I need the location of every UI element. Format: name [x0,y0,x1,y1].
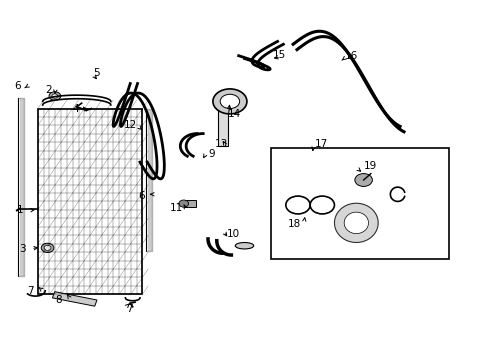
Circle shape [220,94,239,109]
Bar [271,148,448,258]
Text: 14: 14 [228,109,241,119]
Ellipse shape [235,243,253,249]
Text: 10: 10 [227,229,240,239]
Circle shape [354,174,372,186]
Text: 4: 4 [72,104,79,114]
Polygon shape [344,212,368,234]
Text: 6: 6 [14,81,20,91]
Text: 11: 11 [169,203,183,213]
Circle shape [49,92,61,100]
Text: 8: 8 [55,295,62,305]
Polygon shape [334,203,377,243]
Circle shape [44,246,51,250]
Bar [146,109,151,251]
Text: 13: 13 [215,139,228,149]
Text: 19: 19 [363,161,376,171]
Circle shape [212,89,246,114]
Bar [146,109,152,251]
Bar [52,292,97,306]
Text: 6: 6 [138,191,144,201]
Bar [19,98,24,276]
Circle shape [41,243,54,252]
Text: 15: 15 [272,50,285,60]
Circle shape [179,200,188,207]
Bar [19,98,24,276]
Bar [183,201,196,207]
Text: 3: 3 [19,244,25,253]
Text: 7: 7 [126,303,132,314]
Bar [38,109,142,294]
Text: 18: 18 [287,219,300,229]
Text: 1: 1 [17,205,23,215]
Text: 17: 17 [314,139,327,149]
Circle shape [52,94,58,98]
Text: 2: 2 [46,85,52,95]
Text: 12: 12 [123,120,137,130]
Text: 9: 9 [208,149,214,159]
Text: 5: 5 [93,68,100,78]
Text: 16: 16 [344,51,357,61]
Bar [217,111,228,146]
Text: 7: 7 [27,287,34,296]
